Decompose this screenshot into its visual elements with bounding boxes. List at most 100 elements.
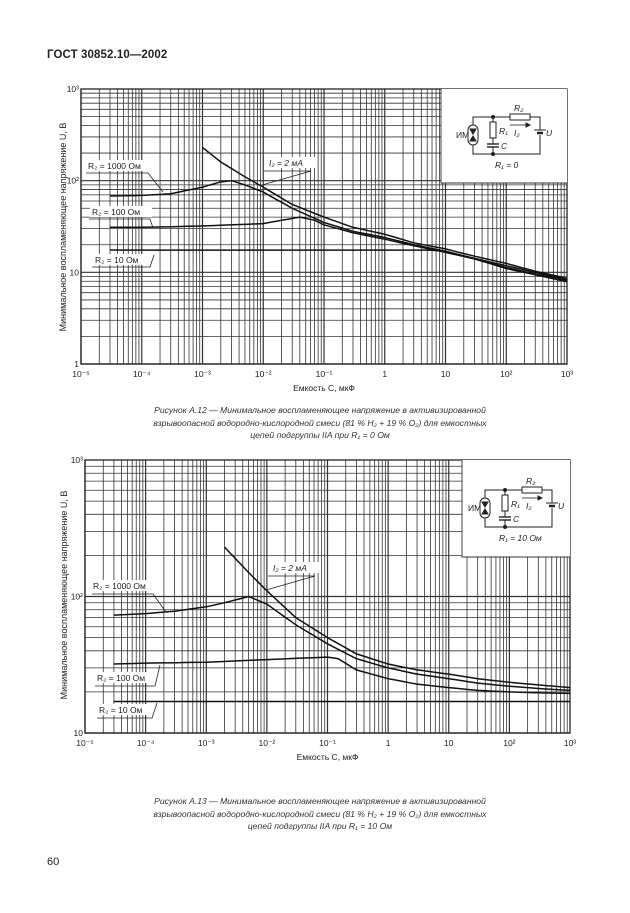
- series-curve: [109, 249, 568, 283]
- chart2-caption: Рисунок А.13 — Минимальное воспламеняюще…: [100, 795, 540, 833]
- x-tick-label: 10⁻⁴: [133, 369, 151, 379]
- x-tick-label: 10³: [561, 369, 573, 379]
- inset-condition-label: R₁ = 10 Ом: [499, 533, 542, 543]
- resistor-r2-icon: [521, 486, 543, 494]
- y-tick-label: 10: [74, 728, 84, 738]
- series-curve: [113, 656, 571, 695]
- label-leader-line: [86, 172, 164, 193]
- x-tick-label: 10³: [564, 738, 576, 748]
- label-leader-line: [265, 575, 316, 591]
- circuit-wire: [530, 116, 541, 130]
- junction-dot: [491, 152, 495, 156]
- circuit-wire: [472, 116, 510, 125]
- circuit-diagram: [479, 486, 558, 529]
- x-tick-label: 10²: [503, 738, 515, 748]
- series-curve: [202, 146, 568, 280]
- y-tick-label: 1: [74, 359, 79, 369]
- inset-label-r1: R₁: [511, 499, 520, 509]
- series-curve: [113, 595, 571, 692]
- inset-label-r2: R₂: [514, 103, 524, 113]
- current-arrow-head-icon: [537, 495, 544, 501]
- inset-label-r1: R₁: [499, 126, 508, 136]
- x-tick-label: 10⁻²: [258, 738, 275, 748]
- x-tick-label: 10⁻¹: [316, 369, 333, 379]
- circuit-diagram: [467, 113, 546, 156]
- series-label: I₂ = 2 мА: [269, 158, 303, 168]
- junction-dot: [491, 115, 495, 119]
- caption-line: Рисунок А.13 — Минимальное воспламеняюще…: [154, 796, 486, 806]
- current-arrow-head-icon: [525, 122, 532, 128]
- y-tick-label: 10²: [71, 592, 83, 602]
- label-leader-line: [97, 702, 158, 719]
- x-axis-label: Емкость C, мкФ: [293, 383, 355, 393]
- x-tick-label: 10⁻⁴: [137, 738, 155, 748]
- caption-line: цепей подгруппы IIA при R₁ = 10 Ом: [247, 821, 393, 831]
- resistor-r2-icon: [509, 113, 531, 121]
- spark-gap-icon: [469, 128, 477, 142]
- plot-frame: [84, 459, 571, 734]
- x-tick-label: 10⁻⁵: [76, 738, 93, 748]
- inset-label-r2: R₂: [526, 476, 536, 486]
- label-background: [271, 562, 321, 573]
- junction-dot: [503, 488, 507, 492]
- label-leader-line: [89, 218, 154, 229]
- circuit-wire: [472, 135, 541, 155]
- series-curve: [223, 546, 571, 689]
- caption-line: Рисунок А.12 — Минимальное воспламеняюще…: [154, 405, 486, 415]
- series-label: R₂ = 1000 Ом: [88, 161, 141, 171]
- inset-label-c: C: [513, 514, 520, 524]
- caption-line: взрывоопасной водородно-кислородной смес…: [153, 808, 487, 819]
- label-leader-line: [92, 254, 155, 268]
- spark-apparatus-icon: [479, 497, 491, 519]
- spark-gap-icon: [481, 501, 489, 515]
- x-tick-label: 1: [386, 738, 391, 748]
- inset-label-i2: I₂: [514, 128, 520, 138]
- label-background: [90, 206, 152, 217]
- x-tick-label: 10: [444, 738, 454, 748]
- label-background: [86, 160, 148, 171]
- y-tick-label: 10³: [71, 455, 83, 465]
- series-label: R₂ = 1000 Ом: [93, 581, 146, 591]
- inset-label-u: U: [558, 501, 565, 511]
- chart-2: 10⁻⁵ 10⁻⁴ 10⁻³ 10⁻² 10⁻¹ 1 10 10² 10³ 10 10² 10³ Емк…: [71, 455, 577, 762]
- caption-line: взрывоопасной водородно-кислородной смес…: [153, 417, 487, 428]
- label-background: [93, 254, 155, 265]
- label-background: [267, 157, 317, 168]
- inset-label-u: U: [546, 128, 553, 138]
- y-tick-label: 10²: [67, 176, 79, 186]
- inset-condition-label: R₁ = 0: [495, 160, 519, 170]
- plot-frame: [80, 88, 568, 365]
- document-header: ГОСТ 30852.10—2002: [47, 49, 168, 61]
- x-tick-label: 10⁻⁵: [72, 369, 89, 379]
- circuit-wire: [542, 489, 553, 503]
- x-tick-label: 10⁻¹: [319, 738, 336, 748]
- label-leader-line: [95, 664, 161, 687]
- x-tick-label: 10⁻³: [198, 738, 215, 748]
- x-tick-label: 1: [382, 369, 387, 379]
- series-label: R₂ = 100 Ом: [92, 207, 140, 217]
- inset-background: [441, 89, 567, 183]
- circuit-wire: [484, 489, 522, 498]
- label-leader-line: [92, 593, 167, 613]
- x-axis-label: Емкость C, мкФ: [297, 752, 359, 762]
- junction-dot: [503, 525, 507, 529]
- inset-border: [461, 460, 570, 558]
- series-label: R₂ = 10 Ом: [95, 255, 139, 265]
- page-number: 60: [47, 856, 60, 868]
- y-tick-label: 10: [70, 267, 80, 277]
- circuit-wire: [484, 508, 553, 528]
- x-tick-label: 10⁻³: [194, 369, 211, 379]
- caption-line: цепей подгруппы IIA при R₁ = 0 Ом: [250, 430, 390, 440]
- inset-label-i2: I₂: [526, 501, 532, 511]
- series-label: I₂ = 2 мА: [273, 563, 307, 573]
- series-label: R₂ = 100 Ом: [97, 673, 145, 683]
- chart1-caption: Рисунок А.12 — Минимальное воспламеняюще…: [100, 404, 540, 442]
- x-tick-label: 10: [441, 369, 451, 379]
- label-background: [91, 580, 153, 591]
- y-tick-label: 10³: [67, 84, 79, 94]
- inset-label-c: C: [501, 141, 508, 151]
- label-background: [95, 672, 157, 683]
- spark-apparatus-icon: [467, 124, 479, 146]
- label-leader-line: [261, 170, 312, 186]
